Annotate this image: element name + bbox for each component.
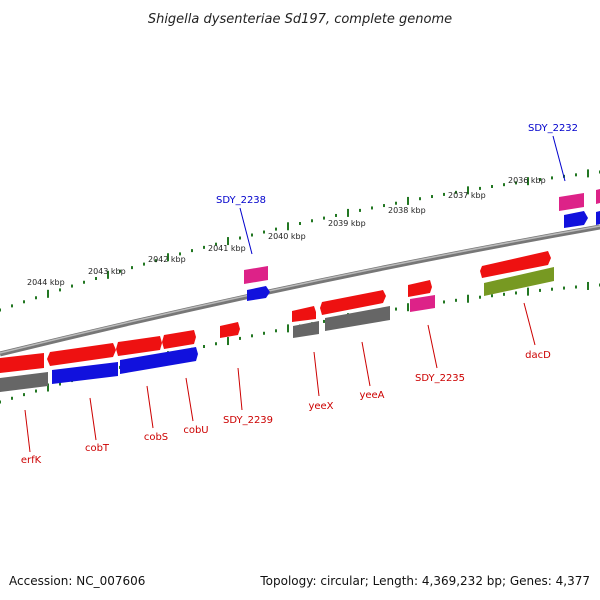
gene-blue-4[interactable] (564, 211, 588, 228)
gene-label[interactable]: yeeA (359, 390, 384, 401)
genome-backbone (0, 224, 600, 357)
gene-pink-2[interactable] (559, 193, 584, 211)
gene-labels: erfK cobT cobS cobU SDY_2239 yeeX yeeA S… (21, 123, 578, 466)
gene-yeeA[interactable] (320, 290, 386, 315)
kbp-labels: 2044 kbp 2043 kbp 2042 kbp 2041 kbp 2040… (27, 176, 546, 287)
kbp-label: 2036 kbp (508, 176, 546, 185)
gene-cobU[interactable] (162, 330, 196, 349)
gene-label[interactable]: SDY_2239 (223, 415, 273, 426)
kbp-label: 2040 kbp (268, 232, 306, 241)
gene-label[interactable]: erfK (21, 455, 42, 466)
gene-gray-2[interactable] (293, 321, 319, 338)
gene-SDY_2235[interactable] (410, 295, 435, 312)
kbp-label: 2044 kbp (27, 278, 65, 287)
genome-backbone-highlight (0, 225, 600, 354)
gene-track-inner (0, 251, 551, 373)
kbp-label: 2038 kbp (388, 206, 426, 215)
gene-track-outer (244, 189, 600, 301)
gene-label[interactable]: dacD (525, 350, 551, 361)
gene-yeeX[interactable] (292, 306, 316, 322)
kbp-label: 2041 kbp (208, 244, 246, 253)
gene-track-inner-2 (0, 267, 554, 392)
gene-SDY_2238[interactable] (244, 266, 268, 284)
gene-label[interactable]: cobT (85, 443, 110, 454)
scale-ticks-lower (0, 281, 600, 404)
gene-cobT[interactable] (47, 343, 116, 366)
gene-blue-5[interactable] (596, 211, 600, 225)
kbp-label: 2042 kbp (148, 255, 186, 264)
gene-label[interactable]: SDY_2238 (216, 195, 266, 206)
gene-erfK[interactable] (0, 353, 44, 373)
accession-text: Accession: NC_007606 (9, 574, 146, 588)
label-leaders (24, 135, 566, 453)
kbp-label: 2043 kbp (88, 267, 126, 276)
map-title: Shigella dysenteriae Sd197, complete gen… (148, 12, 452, 27)
gene-blue-1[interactable] (52, 362, 118, 384)
kbp-label: 2037 kbp (448, 191, 486, 200)
gene-pink-3[interactable] (596, 189, 600, 204)
gene-cobS[interactable] (116, 336, 162, 356)
topology-text: Topology: circular; Length: 4,369,232 bp… (260, 574, 590, 588)
gene-blue-3[interactable] (247, 286, 270, 301)
gene-SDY_2239[interactable] (220, 322, 240, 338)
gene-label[interactable]: cobU (183, 425, 208, 436)
gene-SDY_2235-red[interactable] (408, 280, 432, 297)
gene-gray-3[interactable] (325, 306, 390, 331)
kbp-label: 2039 kbp (328, 219, 366, 228)
gene-dacD[interactable] (480, 251, 551, 278)
gene-label[interactable]: yeeX (308, 401, 333, 412)
gene-blue-2[interactable] (120, 347, 198, 374)
gene-olive[interactable] (484, 267, 554, 296)
scale-ticks-upper (0, 169, 600, 312)
gene-label[interactable]: cobS (144, 432, 168, 443)
gene-gray-1[interactable] (0, 372, 48, 392)
gene-label[interactable]: SDY_2235 (415, 373, 465, 384)
gene-label[interactable]: SDY_2232 (528, 123, 578, 134)
